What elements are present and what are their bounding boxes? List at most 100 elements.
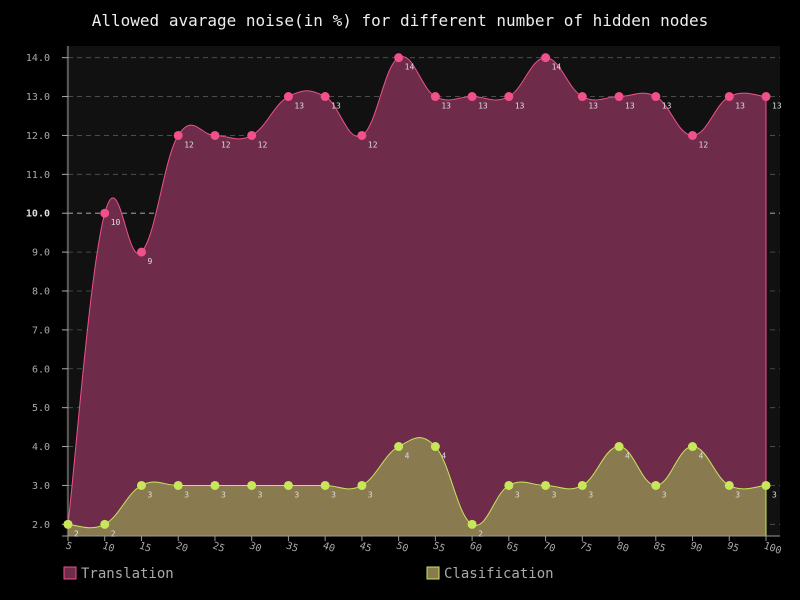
- data-label: 13: [515, 102, 525, 111]
- data-label: 4: [625, 452, 630, 461]
- data-point[interactable]: [688, 130, 698, 140]
- data-point[interactable]: [577, 92, 587, 102]
- data-point[interactable]: [283, 480, 293, 490]
- data-point[interactable]: [320, 480, 330, 490]
- data-label: 2: [74, 529, 79, 538]
- data-point[interactable]: [173, 130, 183, 140]
- data-label: 3: [184, 490, 189, 499]
- y-tick-label: 7.0: [32, 325, 50, 336]
- data-label: 12: [368, 140, 378, 149]
- data-label: 9: [147, 257, 152, 266]
- data-label: 14: [552, 63, 562, 72]
- data-point[interactable]: [614, 442, 624, 452]
- x-tick-label: 80: [615, 540, 630, 554]
- data-point[interactable]: [247, 480, 257, 490]
- y-tick-label: 9.0: [32, 248, 50, 259]
- data-point[interactable]: [100, 208, 110, 218]
- data-label: 13: [331, 102, 341, 111]
- x-tick-label: 25: [211, 540, 226, 554]
- data-label: 12: [221, 140, 231, 149]
- data-label: 3: [258, 490, 263, 499]
- data-label: 3: [588, 490, 593, 499]
- data-point[interactable]: [688, 442, 698, 452]
- series-areas: [67, 56, 767, 536]
- series-area-translation: [68, 56, 766, 536]
- data-point[interactable]: [394, 442, 404, 452]
- y-tick-label: 14.0: [26, 53, 50, 64]
- data-point[interactable]: [614, 92, 624, 102]
- data-point[interactable]: [651, 92, 661, 102]
- y-tick-label: 2.0: [32, 520, 50, 531]
- data-point[interactable]: [724, 480, 734, 490]
- data-point[interactable]: [136, 480, 146, 490]
- y-tick-label: 3.0: [32, 481, 50, 492]
- data-label: 4: [441, 452, 446, 461]
- data-point[interactable]: [651, 480, 661, 490]
- data-point[interactable]: [724, 92, 734, 102]
- data-label: 3: [662, 490, 667, 499]
- x-tick-label: 40: [321, 540, 336, 554]
- data-label: 13: [588, 102, 598, 111]
- legend-item-clasification[interactable]: Clasification: [426, 566, 554, 582]
- data-point[interactable]: [541, 480, 551, 490]
- y-axis-ticks: 2.0 3.0 4.0 5.0 6.0 7.0 8.0 9.0 10.0 11.0 12.0 13.0…: [26, 53, 68, 531]
- data-point[interactable]: [467, 519, 477, 529]
- legend-label: Translation: [81, 566, 174, 582]
- data-point[interactable]: [210, 130, 220, 140]
- data-label: 12: [184, 140, 194, 149]
- data-label: 3: [772, 490, 777, 499]
- data-point[interactable]: [63, 519, 73, 529]
- data-point[interactable]: [430, 442, 440, 452]
- data-point[interactable]: [430, 92, 440, 102]
- data-label: 3: [515, 490, 520, 499]
- data-point[interactable]: [320, 92, 330, 102]
- data-label: 3: [735, 490, 740, 499]
- x-tick-label: 35: [284, 540, 299, 554]
- data-point[interactable]: [504, 480, 514, 490]
- data-label: 14: [405, 63, 415, 72]
- y-tick-label: 13.0: [26, 92, 50, 103]
- data-label: 12: [258, 140, 268, 149]
- data-point[interactable]: [761, 92, 771, 102]
- x-tick-label: 75: [578, 540, 593, 554]
- data-label: 3: [294, 490, 299, 499]
- data-point[interactable]: [247, 130, 257, 140]
- y-tick-label: 12.0: [26, 131, 50, 142]
- data-point[interactable]: [136, 247, 146, 257]
- legend-label: Clasification: [444, 566, 554, 582]
- x-tick-label: 50: [395, 540, 410, 554]
- data-label: 3: [221, 490, 226, 499]
- data-point[interactable]: [761, 480, 771, 490]
- data-point[interactable]: [541, 53, 551, 63]
- data-label: 13: [441, 102, 451, 111]
- data-point[interactable]: [394, 53, 404, 63]
- data-point[interactable]: [577, 480, 587, 490]
- data-point[interactable]: [173, 480, 183, 490]
- series-area-clasification: [68, 437, 766, 536]
- data-point[interactable]: [283, 92, 293, 102]
- data-point[interactable]: [467, 92, 477, 102]
- x-tick-label: 95: [725, 540, 740, 554]
- data-label: 12: [699, 140, 709, 149]
- data-point[interactable]: [357, 480, 367, 490]
- data-label: 4: [699, 452, 704, 461]
- data-label: 2: [478, 529, 483, 538]
- data-label: 3: [552, 490, 557, 499]
- y-tick-label: 8.0: [32, 287, 50, 298]
- x-tick-label: 65: [505, 540, 520, 554]
- data-point[interactable]: [210, 480, 220, 490]
- y-tick-label: 5.0: [32, 403, 50, 414]
- data-label: 13: [294, 102, 304, 111]
- x-tick-label: 5: [64, 540, 73, 552]
- data-point[interactable]: [357, 130, 367, 140]
- data-label: 10: [111, 218, 121, 227]
- data-label: 13: [478, 102, 488, 111]
- x-tick-label: 70: [542, 540, 557, 554]
- legend-item-translation[interactable]: Translation: [63, 566, 174, 582]
- data-point[interactable]: [100, 519, 110, 529]
- legend: Translation Clasification: [63, 566, 554, 582]
- data-point[interactable]: [504, 92, 514, 102]
- x-tick-label: 10: [101, 540, 116, 554]
